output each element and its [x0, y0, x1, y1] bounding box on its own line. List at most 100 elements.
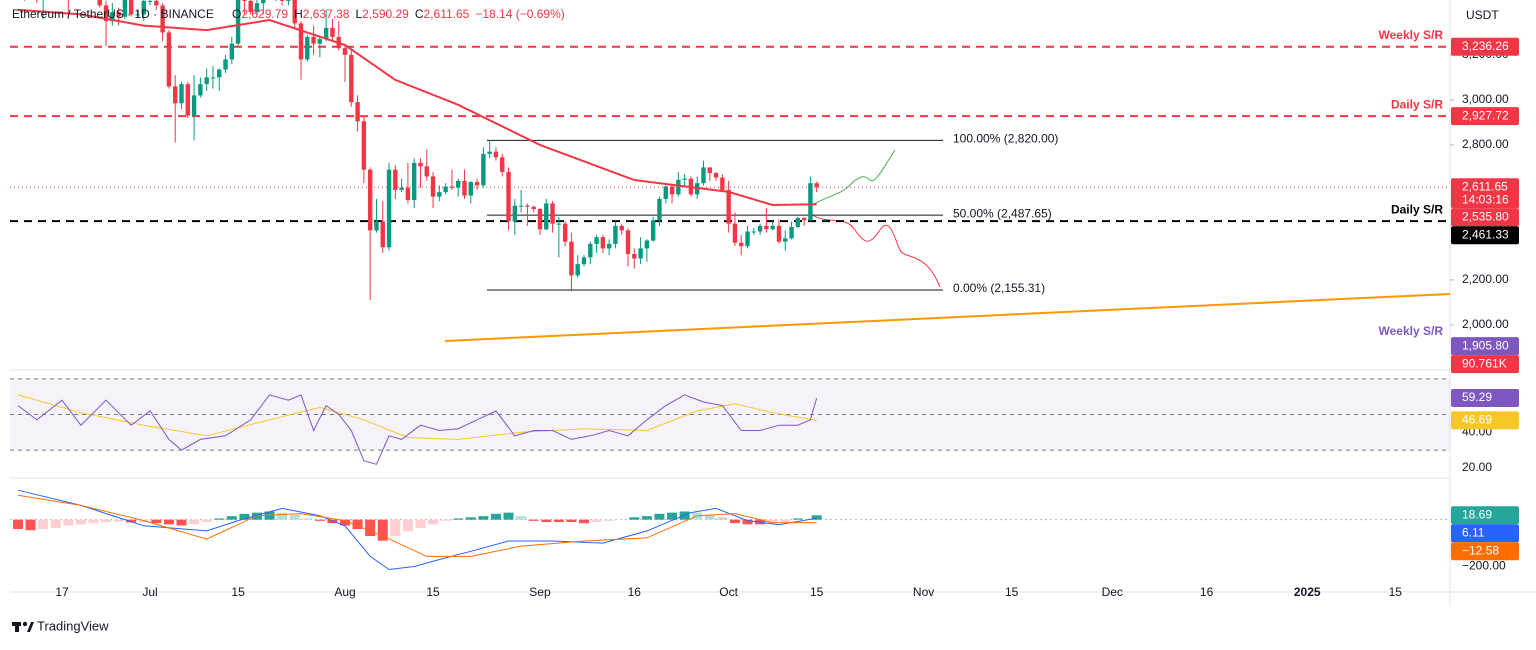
candle-body [707, 167, 712, 174]
candle-body [154, 0, 159, 6]
candle-body [424, 166, 429, 177]
candle-body [110, 12, 115, 22]
projection-up [811, 149, 896, 206]
candle-body [506, 171, 511, 222]
x-tick-label: 16 [1200, 585, 1214, 599]
volume-label: 90.761K [1462, 356, 1507, 370]
candle-body [789, 227, 794, 239]
candle-body [323, 27, 329, 40]
histogram-bar [579, 519, 590, 524]
candle-body [204, 77, 209, 85]
candle-body [317, 39, 323, 44]
candle-body [500, 157, 505, 172]
projection-down [811, 214, 941, 288]
histogram-bar [314, 519, 325, 521]
fib-label: 100.00% (2,820.00) [953, 132, 1058, 146]
level-name: Daily S/R [1391, 202, 1443, 216]
level-label: 2,461.33 [1462, 227, 1509, 241]
candle-body [795, 218, 801, 228]
histogram-bar [327, 519, 338, 524]
candle-body [242, 0, 247, 1]
rsi-line [17, 394, 818, 465]
histogram-bar [25, 519, 36, 531]
ohlc-key: L [355, 7, 362, 21]
ohlc-value: 2,629.79 [241, 7, 288, 21]
rsi-label: 46.69 [1462, 413, 1492, 427]
ohlc-value: 2,611.65 [424, 7, 470, 21]
x-tick-label: 15 [810, 585, 824, 599]
ohlc-key: H [294, 7, 303, 21]
candle-body [783, 238, 788, 242]
macd-pane [10, 489, 1450, 571]
candle-body [770, 225, 775, 230]
ohlc-key: C [415, 7, 424, 21]
candle-body [550, 203, 555, 224]
histogram-bar [340, 519, 351, 526]
histogram-bar [402, 519, 413, 532]
histogram-bar [189, 519, 200, 525]
candle-body [588, 243, 593, 258]
candle-body [399, 187, 404, 190]
histogram-bar [214, 518, 225, 520]
histogram-bar [226, 516, 237, 520]
x-tick-label: Oct [719, 585, 738, 599]
candle-body [217, 69, 222, 78]
candle-body [261, 0, 266, 4]
candle-body [732, 223, 738, 243]
histogram-label: 18.69 [1462, 507, 1492, 521]
ohlc-value: 2,590.29 [362, 7, 409, 21]
candle-body [411, 162, 417, 201]
histogram-bar [415, 519, 426, 528]
candle-body [518, 205, 524, 207]
last-price-label-countdown: 14:03:16 [1462, 192, 1509, 206]
macd-line [17, 494, 817, 557]
x-tick-label: 15 [231, 585, 245, 599]
currency: USDT [1466, 8, 1499, 22]
x-tick-label: Jul [142, 585, 157, 599]
candle-body [764, 225, 769, 230]
y-tick-label: −200.00 [1462, 559, 1506, 573]
level-label-box [1451, 337, 1519, 356]
level-label: 2,927.72 [1462, 108, 1509, 122]
candle-body [613, 225, 618, 244]
candle-body [676, 179, 681, 195]
histogram-bar [629, 517, 640, 520]
histogram-bar [811, 515, 822, 520]
rsi-pane [10, 378, 1450, 465]
x-tick-label: Nov [913, 585, 934, 599]
candle-body [632, 254, 637, 259]
candle-body [254, 3, 260, 13]
price-pane [10, 0, 1450, 342]
histogram-bar [38, 519, 49, 530]
candle-body [801, 218, 807, 221]
histogram-bar [126, 519, 137, 523]
candle-body [437, 192, 442, 197]
histogram-bar [541, 519, 552, 523]
candle-body [619, 225, 624, 231]
candle-body [713, 173, 719, 178]
candle-body [757, 225, 763, 232]
symbol-title: Ethereum / TetherUS · 1D · BINANCE [12, 7, 214, 21]
x-tick-label: Aug [334, 585, 355, 599]
histogram-bar [176, 519, 187, 526]
y-tick-label: 2,200.00 [1462, 272, 1509, 286]
candle-body [600, 237, 606, 249]
x-tick-label: 16 [628, 585, 642, 599]
x-tick-label: Dec [1102, 585, 1123, 599]
candle-body [531, 206, 536, 210]
candle-body [468, 182, 473, 196]
candle-body [575, 264, 580, 276]
ohlc-key: O [232, 7, 241, 21]
histogram-bar [277, 512, 288, 520]
histogram-bar [465, 517, 476, 520]
candle-body [198, 84, 203, 96]
level-label: 3,236.26 [1462, 39, 1509, 53]
x-tick-label: 15 [1389, 585, 1403, 599]
candle-body [235, 0, 241, 44]
level-name: Weekly S/R [1379, 28, 1444, 42]
histogram-bar [729, 519, 740, 524]
candle-body [776, 225, 782, 242]
macd-line [17, 489, 817, 571]
